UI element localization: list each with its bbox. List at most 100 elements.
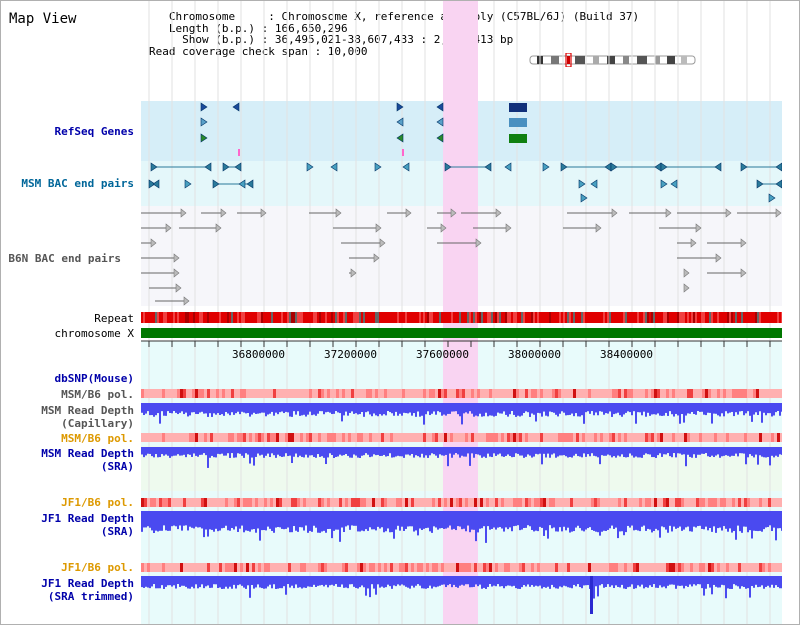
refseq-gene[interactable] bbox=[436, 133, 444, 143]
msm-bac-end[interactable] bbox=[402, 162, 410, 172]
refseq-gene[interactable] bbox=[396, 133, 404, 143]
msm-bac-pair-end[interactable] bbox=[660, 162, 668, 172]
msm-bac-pair-end[interactable] bbox=[714, 162, 722, 172]
refseq-gene[interactable] bbox=[396, 102, 404, 112]
refseq-gene[interactable] bbox=[396, 117, 404, 127]
b6n-bac-end[interactable] bbox=[335, 208, 342, 218]
msm-sra-depth bbox=[481, 447, 483, 458]
msm-bac-pair-end[interactable] bbox=[212, 179, 220, 189]
msm-bac-end[interactable] bbox=[238, 179, 246, 189]
b6n-bac-end[interactable] bbox=[440, 223, 447, 233]
b6n-bac-end[interactable] bbox=[173, 253, 180, 263]
msm-bac-end[interactable] bbox=[580, 193, 588, 203]
msm-bac-end[interactable] bbox=[542, 162, 550, 172]
b6n-bac-end[interactable] bbox=[405, 208, 412, 218]
refseq-gene[interactable] bbox=[200, 102, 208, 112]
genome-track-area[interactable] bbox=[141, 1, 782, 625]
msm-bac-pair-end[interactable] bbox=[775, 179, 782, 189]
jf1-sra-depth bbox=[759, 511, 761, 531]
refseq-gene[interactable] bbox=[509, 103, 527, 112]
msm-pol-track-1 bbox=[189, 389, 192, 398]
b6n-bac-end[interactable] bbox=[611, 208, 618, 218]
msm-bac-pair-end[interactable] bbox=[560, 162, 568, 172]
refseq-gene[interactable] bbox=[509, 118, 527, 127]
msm-bac-end[interactable] bbox=[306, 162, 314, 172]
b6n-bac-end[interactable] bbox=[715, 253, 722, 263]
jf1-trimmed-depth bbox=[587, 576, 589, 586]
msm-pol-track-2 bbox=[750, 433, 753, 442]
b6n-bac-end[interactable] bbox=[183, 296, 190, 306]
b6n-bac-end[interactable] bbox=[695, 223, 702, 233]
msm-bac-end[interactable] bbox=[590, 179, 598, 189]
b6n-bac-end[interactable] bbox=[683, 268, 690, 278]
b6n-bac-end[interactable] bbox=[475, 238, 482, 248]
b6n-bac-end[interactable] bbox=[180, 208, 187, 218]
b6n-bac-end[interactable] bbox=[373, 253, 380, 263]
b6n-bac-features[interactable] bbox=[141, 208, 782, 306]
b6n-bac-end[interactable] bbox=[260, 208, 267, 218]
msm-bac-pair-end[interactable] bbox=[204, 162, 212, 172]
msm-bac-end[interactable] bbox=[330, 162, 338, 172]
chromosome-ideogram[interactable] bbox=[529, 53, 697, 67]
b6n-bac-end[interactable] bbox=[690, 238, 697, 248]
refseq-gene[interactable] bbox=[509, 134, 527, 143]
msm-bac-pair-end[interactable] bbox=[444, 162, 452, 172]
msm-bac-pair-end[interactable] bbox=[610, 162, 618, 172]
msm-bac-pair-end[interactable] bbox=[484, 162, 492, 172]
msm-bac-features[interactable] bbox=[148, 162, 782, 203]
refseq-gene[interactable] bbox=[200, 133, 208, 143]
msm-bac-pair-end[interactable] bbox=[234, 162, 242, 172]
b6n-bac-end[interactable] bbox=[725, 208, 732, 218]
jf1-trimmed-depth bbox=[397, 576, 399, 585]
msm-bac-pair-end[interactable] bbox=[246, 179, 254, 189]
b6n-bac-end[interactable] bbox=[740, 268, 747, 278]
msm-bac-end[interactable] bbox=[660, 179, 668, 189]
msm-pol-track-1 bbox=[306, 389, 309, 398]
b6n-bac-end[interactable] bbox=[375, 223, 382, 233]
b6n-bac-end[interactable] bbox=[683, 283, 690, 293]
msm-bac-end[interactable] bbox=[768, 193, 776, 203]
msm-bac-pair-end[interactable] bbox=[740, 162, 748, 172]
msm-pol-track-1 bbox=[144, 389, 147, 398]
msm-bac-pair-end[interactable] bbox=[222, 162, 230, 172]
msm-pol-track-2 bbox=[594, 433, 597, 442]
b6n-bac-end[interactable] bbox=[665, 208, 672, 218]
msm-pol-track-2 bbox=[192, 433, 195, 442]
repeat-segment bbox=[635, 312, 637, 323]
msm-bac-pair-end[interactable] bbox=[148, 179, 156, 189]
msm-bac-end[interactable] bbox=[670, 179, 678, 189]
refseq-gene[interactable] bbox=[200, 117, 208, 127]
jf1-pol-track-1 bbox=[381, 498, 384, 507]
b6n-bac-end[interactable] bbox=[505, 223, 512, 233]
refseq-gene-features[interactable] bbox=[200, 102, 527, 156]
b6n-bac-end[interactable] bbox=[173, 268, 180, 278]
msm-bac-end[interactable] bbox=[374, 162, 382, 172]
b6n-bac-end[interactable] bbox=[350, 268, 357, 278]
b6n-bac-end[interactable] bbox=[595, 223, 602, 233]
msm-bac-pair-end[interactable] bbox=[152, 179, 160, 189]
b6n-bac-end[interactable] bbox=[740, 238, 747, 248]
b6n-bac-end[interactable] bbox=[150, 238, 157, 248]
b6n-bac-end[interactable] bbox=[495, 208, 502, 218]
msm-bac-pair-end[interactable] bbox=[775, 162, 782, 172]
jf1-trimmed-depth bbox=[707, 576, 709, 585]
msm-bac-end[interactable] bbox=[578, 179, 586, 189]
b6n-bac-end[interactable] bbox=[215, 223, 222, 233]
refseq-gene[interactable] bbox=[436, 117, 444, 127]
b6n-bac-end[interactable] bbox=[175, 283, 182, 293]
msm-bac-pair-end[interactable] bbox=[756, 179, 764, 189]
msm-pol-track-1 bbox=[762, 389, 765, 398]
msm-bac-end[interactable] bbox=[184, 179, 192, 189]
b6n-bac-end[interactable] bbox=[220, 208, 227, 218]
b6n-bac-end[interactable] bbox=[165, 223, 172, 233]
jf1-sra-depth bbox=[755, 511, 757, 531]
jf1-sra-depth bbox=[241, 511, 243, 526]
b6n-bac-end[interactable] bbox=[379, 238, 386, 248]
b6n-bac-end[interactable] bbox=[775, 208, 782, 218]
refseq-gene[interactable] bbox=[436, 102, 444, 112]
msm-bac-end[interactable] bbox=[504, 162, 512, 172]
msm-capillary-depth bbox=[149, 403, 151, 416]
b6n-bac-end[interactable] bbox=[450, 208, 457, 218]
refseq-gene[interactable] bbox=[232, 102, 240, 112]
msm-bac-pair-end[interactable] bbox=[150, 162, 158, 172]
